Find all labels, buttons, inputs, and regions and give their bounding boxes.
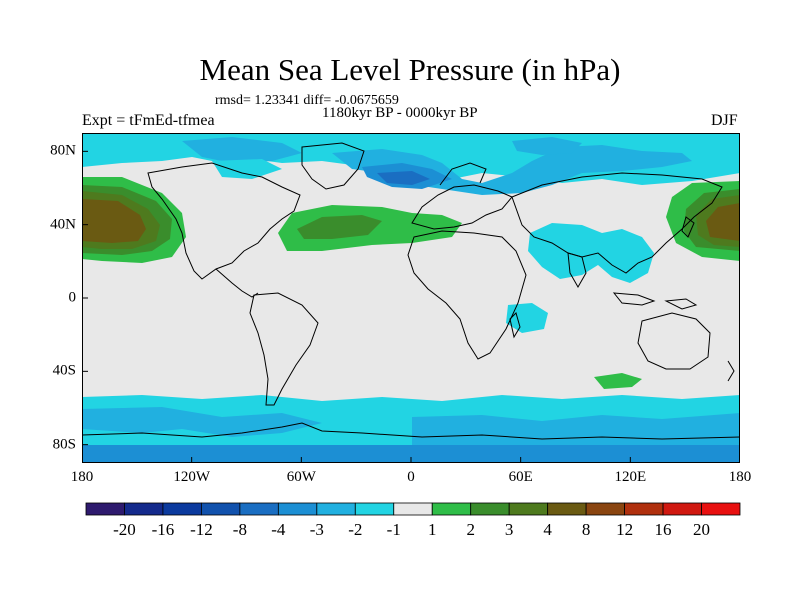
colorbar-swatch — [547, 502, 587, 516]
season-label: DJF — [711, 112, 738, 129]
coast-madagascar — [509, 312, 521, 339]
coast-north-america — [147, 162, 301, 280]
colorbar-level-label: 1 — [427, 520, 437, 539]
coast-south-america — [249, 292, 319, 406]
experiment-label: Expt = tFmEd-tfmea — [82, 112, 215, 129]
coast-india — [567, 252, 587, 289]
colorbar-level-label: 20 — [693, 520, 711, 539]
x-tick-label: 60W — [286, 469, 316, 485]
colorbar-level-label: -12 — [190, 520, 213, 539]
pressure-anomaly-map — [82, 133, 740, 463]
colorbar-level-label: 2 — [466, 520, 475, 539]
map-frame — [82, 133, 740, 463]
colorbar-swatch — [431, 502, 472, 516]
india-negative-region — [528, 223, 654, 283]
colorbar-swatch — [162, 502, 202, 516]
x-tick-label: 180 — [70, 469, 94, 485]
colorbar-swatch — [701, 502, 741, 516]
colorbar-level-label: -3 — [309, 520, 324, 539]
colorbar-swatch — [85, 502, 125, 516]
arctic-negative-core-2 — [377, 171, 430, 185]
coast-scandinavia — [439, 162, 487, 186]
x-tick-label: 120E — [614, 469, 647, 485]
coast-antarctica — [82, 422, 740, 440]
colorbar-swatch — [354, 502, 395, 516]
x-tick-label: 180 — [728, 469, 752, 485]
colorbar-level-label: -8 — [232, 520, 247, 539]
colorbar-level-label: -1 — [386, 520, 401, 539]
x-tick-label: 60E — [508, 469, 533, 485]
coast-asia — [511, 172, 723, 274]
colorbar-swatch — [624, 502, 664, 516]
colorbar-swatch — [124, 502, 164, 516]
north-atlantic-high-inner — [297, 215, 382, 239]
coastlines — [82, 142, 740, 440]
colorbar-level-label: 4 — [543, 520, 552, 539]
colorbar-level-label: -20 — [113, 520, 136, 539]
colorbar-swatch — [316, 502, 356, 516]
coast-australia — [637, 312, 711, 370]
arctic-negative-east — [512, 137, 582, 155]
coast-japan — [681, 216, 695, 238]
coast-new-zealand — [727, 360, 735, 382]
colorbar-level-label: 12 — [616, 520, 634, 539]
colorbar-level-label: 8 — [581, 520, 591, 539]
north-pacific-high-east-core — [706, 203, 740, 241]
arctic-west-cyan-2 — [212, 159, 282, 179]
y-tick-label: 40S — [52, 362, 76, 379]
map-title: Mean Sea Level Pressure (in hPa) — [199, 52, 621, 87]
x-tick-label: 0 — [407, 469, 415, 485]
southern-ocean-positive — [594, 373, 642, 389]
rmsd-diff-stats: rmsd= 1.23341 diff= -0.0675659 — [215, 93, 399, 108]
coast-new-guinea — [664, 298, 698, 310]
colorbar-swatch — [508, 502, 549, 516]
colorbar-swatch — [201, 502, 241, 516]
arctic-west-cyan — [182, 137, 302, 163]
colorbar-swatch — [470, 502, 510, 516]
colorbar-swatch — [662, 502, 702, 516]
y-tick-label: 80N — [50, 142, 76, 159]
colorbar-swatch — [239, 502, 279, 516]
colorbar-swatch — [277, 502, 318, 516]
coast-greenland — [301, 142, 365, 190]
y-tick-label: 0 — [68, 289, 77, 306]
x-tick-label: 120W — [173, 469, 210, 485]
y-tick-label: 80S — [52, 436, 76, 453]
y-tick-label: 40N — [50, 216, 76, 233]
time-period: 1180kyr BP - 0000kyr BP — [322, 105, 478, 121]
colorbar-level-label: -16 — [151, 520, 175, 539]
coast-africa — [407, 230, 527, 360]
indian-ocean-negative — [506, 303, 548, 333]
colorbar-level-label: 16 — [654, 520, 672, 539]
colorbar-swatch — [585, 502, 625, 516]
antarctic-cyan — [82, 445, 740, 463]
colorbar-level-label: 3 — [504, 520, 514, 539]
coast-indonesia — [612, 292, 656, 306]
colorbar-level-label: -4 — [271, 520, 286, 539]
colorbar-swatch — [393, 502, 433, 516]
north-pacific-high-west-core — [82, 199, 146, 243]
map-panel — [82, 133, 740, 463]
colorbar-level-label: -2 — [348, 520, 363, 539]
